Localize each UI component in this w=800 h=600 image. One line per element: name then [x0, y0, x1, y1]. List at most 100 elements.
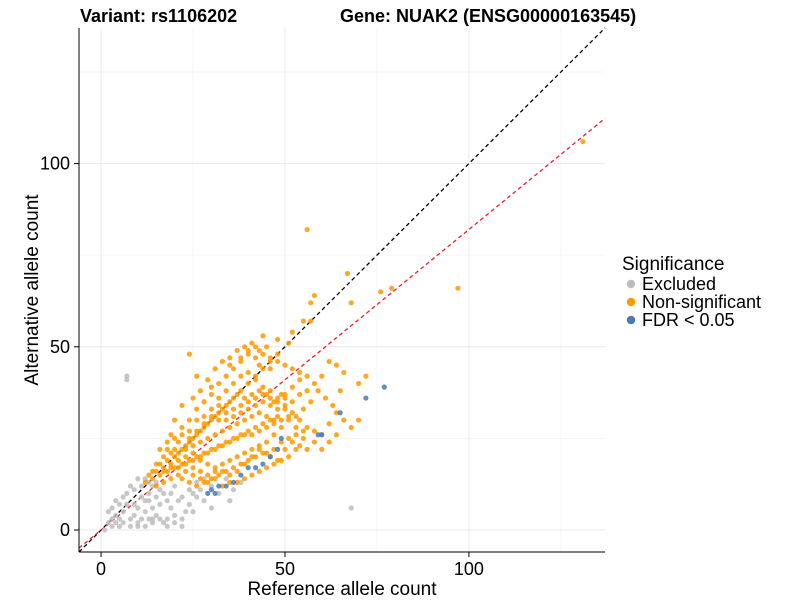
point-nonsig [293, 413, 299, 420]
point-nonsig [245, 347, 251, 354]
point-excluded [157, 501, 163, 507]
point-nonsig [275, 336, 281, 343]
point-nonsig [260, 450, 266, 456]
point-excluded [146, 516, 152, 522]
point-nonsig [263, 391, 270, 398]
point-nonsig [260, 421, 266, 427]
point-nonsig [234, 435, 240, 442]
point-nonsig [219, 483, 226, 489]
point-nonsig [161, 479, 167, 485]
point-nonsig [194, 432, 200, 438]
point-fdr [315, 432, 321, 438]
point-excluded [146, 479, 152, 485]
point-nonsig [212, 413, 218, 420]
point-excluded [164, 516, 170, 522]
point-nonsig [344, 270, 351, 277]
point-fdr [275, 446, 281, 452]
point-nonsig [267, 402, 273, 409]
point-excluded [135, 520, 141, 526]
point-excluded [127, 483, 134, 489]
point-nonsig [197, 439, 203, 445]
point-nonsig [348, 300, 354, 306]
point-fdr [238, 472, 244, 478]
point-nonsig [252, 377, 259, 383]
point-nonsig [183, 446, 189, 452]
point-excluded [105, 509, 112, 515]
point-nonsig [164, 439, 170, 445]
point-excluded [142, 498, 148, 504]
point-nonsig [245, 369, 251, 376]
point-excluded [142, 523, 148, 529]
point-nonsig [230, 380, 237, 387]
point-nonsig [278, 439, 284, 445]
point-excluded [168, 490, 174, 496]
point-nonsig [249, 454, 255, 460]
y-axis-title: Alternative allele count [22, 194, 43, 386]
point-nonsig [175, 457, 181, 463]
data-points [102, 138, 586, 533]
point-nonsig [175, 465, 181, 471]
point-excluded [124, 377, 130, 383]
point-nonsig [238, 358, 244, 365]
point-nonsig [319, 446, 325, 452]
point-excluded [238, 479, 244, 485]
point-nonsig [179, 476, 185, 482]
point-nonsig [168, 450, 174, 456]
point-nonsig [223, 468, 229, 474]
point-nonsig [260, 333, 266, 339]
point-excluded [208, 483, 215, 489]
point-nonsig [197, 428, 203, 434]
point-excluded [201, 498, 207, 504]
point-nonsig [311, 439, 318, 445]
point-nonsig [322, 395, 329, 401]
point-nonsig [219, 406, 226, 412]
point-nonsig [223, 388, 229, 394]
point-nonsig [179, 432, 185, 438]
point-excluded [109, 516, 115, 522]
point-nonsig [212, 446, 218, 452]
point-nonsig [241, 432, 248, 438]
point-nonsig [197, 388, 203, 394]
point-fdr [267, 454, 273, 460]
point-nonsig [245, 406, 251, 412]
point-fdr [212, 490, 218, 496]
point-nonsig [197, 457, 203, 463]
point-nonsig [278, 391, 284, 398]
point-excluded [194, 479, 200, 485]
point-nonsig [378, 289, 384, 295]
legend-label-nonsig: Non-significant [642, 292, 761, 312]
point-nonsig [205, 435, 211, 442]
point-excluded [194, 494, 200, 500]
point-excluded [186, 501, 192, 507]
point-nonsig [260, 399, 266, 405]
point-nonsig [164, 457, 170, 463]
point-nonsig [183, 443, 189, 449]
point-nonsig [153, 468, 159, 474]
point-excluded [168, 505, 174, 511]
point-excluded [116, 501, 123, 507]
point-nonsig [194, 406, 200, 412]
point-excluded [146, 498, 152, 504]
point-excluded [153, 494, 159, 500]
point-nonsig [212, 465, 218, 471]
point-nonsig [297, 369, 303, 376]
point-nonsig [304, 226, 310, 233]
point-nonsig [186, 435, 192, 442]
legend-swatch-excluded [626, 279, 636, 289]
point-nonsig [219, 428, 226, 434]
point-nonsig [186, 351, 192, 357]
point-fdr [381, 384, 387, 390]
point-nonsig [149, 468, 156, 474]
point-excluded [149, 520, 156, 526]
point-excluded [179, 523, 185, 529]
point-nonsig [282, 406, 288, 412]
point-nonsig [245, 457, 251, 463]
x-tick-label: 0 [96, 559, 106, 579]
point-nonsig [267, 388, 273, 394]
point-nonsig [223, 417, 229, 423]
point-nonsig [286, 417, 292, 423]
point-nonsig [341, 369, 347, 376]
point-nonsig [267, 395, 273, 401]
point-nonsig [256, 446, 262, 452]
legend-label-fdr: FDR < 0.05 [642, 310, 735, 330]
